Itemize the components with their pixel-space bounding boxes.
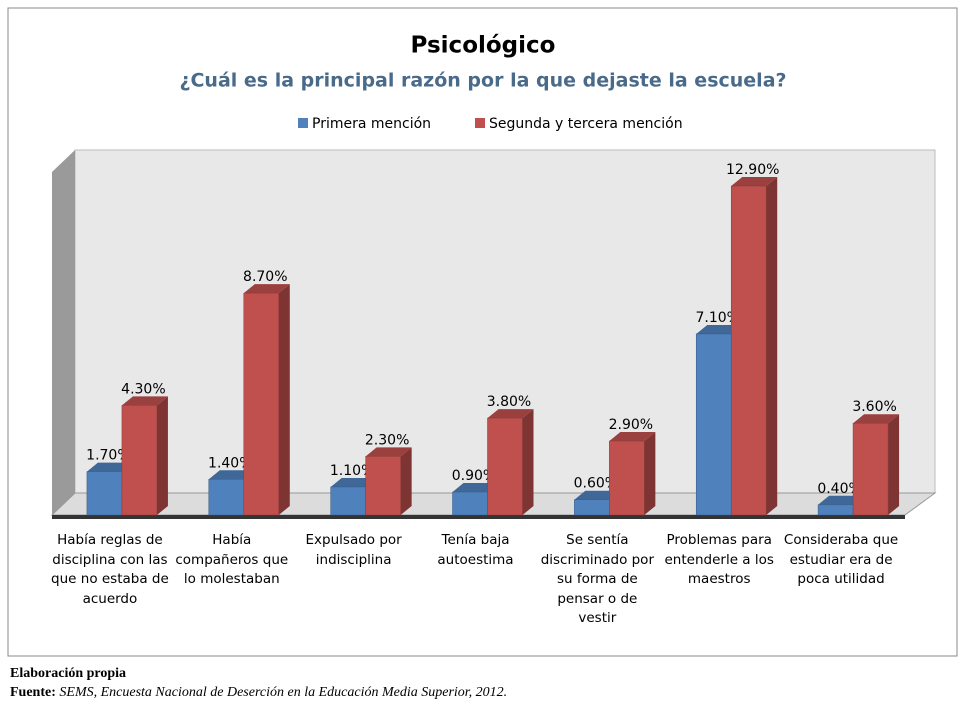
bar-top bbox=[609, 432, 656, 442]
bar-top bbox=[487, 409, 534, 419]
x-tick-label: Tenía baja autoestima bbox=[437, 532, 514, 568]
chart: Psicológico ¿Cuál es la principal razón … bbox=[7, 7, 958, 657]
bar-top bbox=[731, 177, 778, 187]
bar bbox=[817, 504, 854, 516]
bar bbox=[208, 479, 245, 516]
bar-top bbox=[452, 483, 499, 493]
bar bbox=[365, 456, 401, 516]
legend-swatch bbox=[298, 118, 308, 128]
bar-top bbox=[243, 284, 290, 294]
credit: Elaboración propia bbox=[10, 666, 127, 681]
bar-top bbox=[574, 490, 621, 500]
legend-label: Segunda y tercera mención bbox=[489, 116, 683, 132]
source-label: Fuente: bbox=[10, 685, 56, 700]
bar-top bbox=[365, 447, 412, 457]
chart-subtitle: ¿Cuál es la principal razón por la que d… bbox=[179, 70, 786, 92]
bar-side bbox=[888, 414, 900, 515]
source: Fuente: SEMS, Encuesta Nacional de Deser… bbox=[10, 683, 507, 702]
value-label: 1.40% bbox=[208, 455, 252, 471]
legend-swatch bbox=[475, 118, 485, 128]
value-label: 0.60% bbox=[574, 476, 618, 492]
x-tick-label: Había compañeros que lo molestaban bbox=[175, 532, 289, 587]
value-label: 4.30% bbox=[121, 381, 165, 397]
value-label: 1.10% bbox=[330, 463, 374, 479]
source-text: SEMS, Encuesta Nacional de Deserción en … bbox=[59, 685, 508, 700]
value-label: 3.60% bbox=[852, 399, 896, 415]
bar bbox=[730, 185, 767, 516]
bar bbox=[852, 422, 889, 516]
legend-label: Primera mención bbox=[312, 116, 431, 132]
bar-side bbox=[400, 447, 412, 515]
bar bbox=[243, 292, 280, 516]
value-label: 12.90% bbox=[726, 162, 779, 178]
value-label: 2.90% bbox=[609, 417, 653, 433]
x-tick-label: Expulsado por indisciplina bbox=[305, 532, 402, 568]
notes: Elaboración propia Fuente: SEMS, Encuest… bbox=[10, 664, 507, 702]
x-tick-label: Se sentía discriminado por su forma de p… bbox=[540, 532, 654, 626]
bar-top bbox=[696, 324, 743, 334]
bar bbox=[609, 440, 645, 516]
side-wall bbox=[52, 150, 75, 515]
floor-edge bbox=[52, 515, 905, 519]
value-label: 0.90% bbox=[452, 468, 496, 484]
bar bbox=[574, 499, 610, 516]
x-tick-label: Había reglas de disciplina con las que n… bbox=[51, 532, 169, 607]
bar-side bbox=[522, 409, 534, 515]
value-label: 3.80% bbox=[487, 394, 531, 410]
bar bbox=[86, 471, 123, 516]
bar-top bbox=[86, 462, 133, 472]
value-label: 1.70% bbox=[86, 448, 130, 464]
bar-top bbox=[121, 396, 168, 406]
bar bbox=[121, 405, 158, 516]
bar bbox=[452, 491, 488, 516]
bar-top bbox=[853, 414, 900, 424]
bar-side bbox=[644, 432, 656, 515]
bar-top bbox=[818, 495, 865, 505]
bar-side bbox=[156, 396, 168, 515]
value-label: 0.40% bbox=[817, 481, 861, 497]
bar bbox=[330, 486, 366, 516]
bar-top bbox=[330, 477, 377, 487]
x-tick-label: Consideraba que estudiar era de poca uti… bbox=[783, 532, 899, 587]
x-tick-label: Problemas para entenderle a los maestros bbox=[664, 532, 774, 587]
chart-title: Psicológico bbox=[411, 33, 556, 59]
bar-side bbox=[766, 177, 778, 516]
bar-side bbox=[278, 284, 290, 515]
bar bbox=[695, 333, 732, 516]
bar bbox=[487, 417, 523, 516]
value-label: 2.30% bbox=[365, 432, 409, 448]
value-label: 7.10% bbox=[695, 310, 739, 326]
value-label: 8.70% bbox=[243, 269, 287, 285]
bar-top bbox=[208, 470, 255, 480]
